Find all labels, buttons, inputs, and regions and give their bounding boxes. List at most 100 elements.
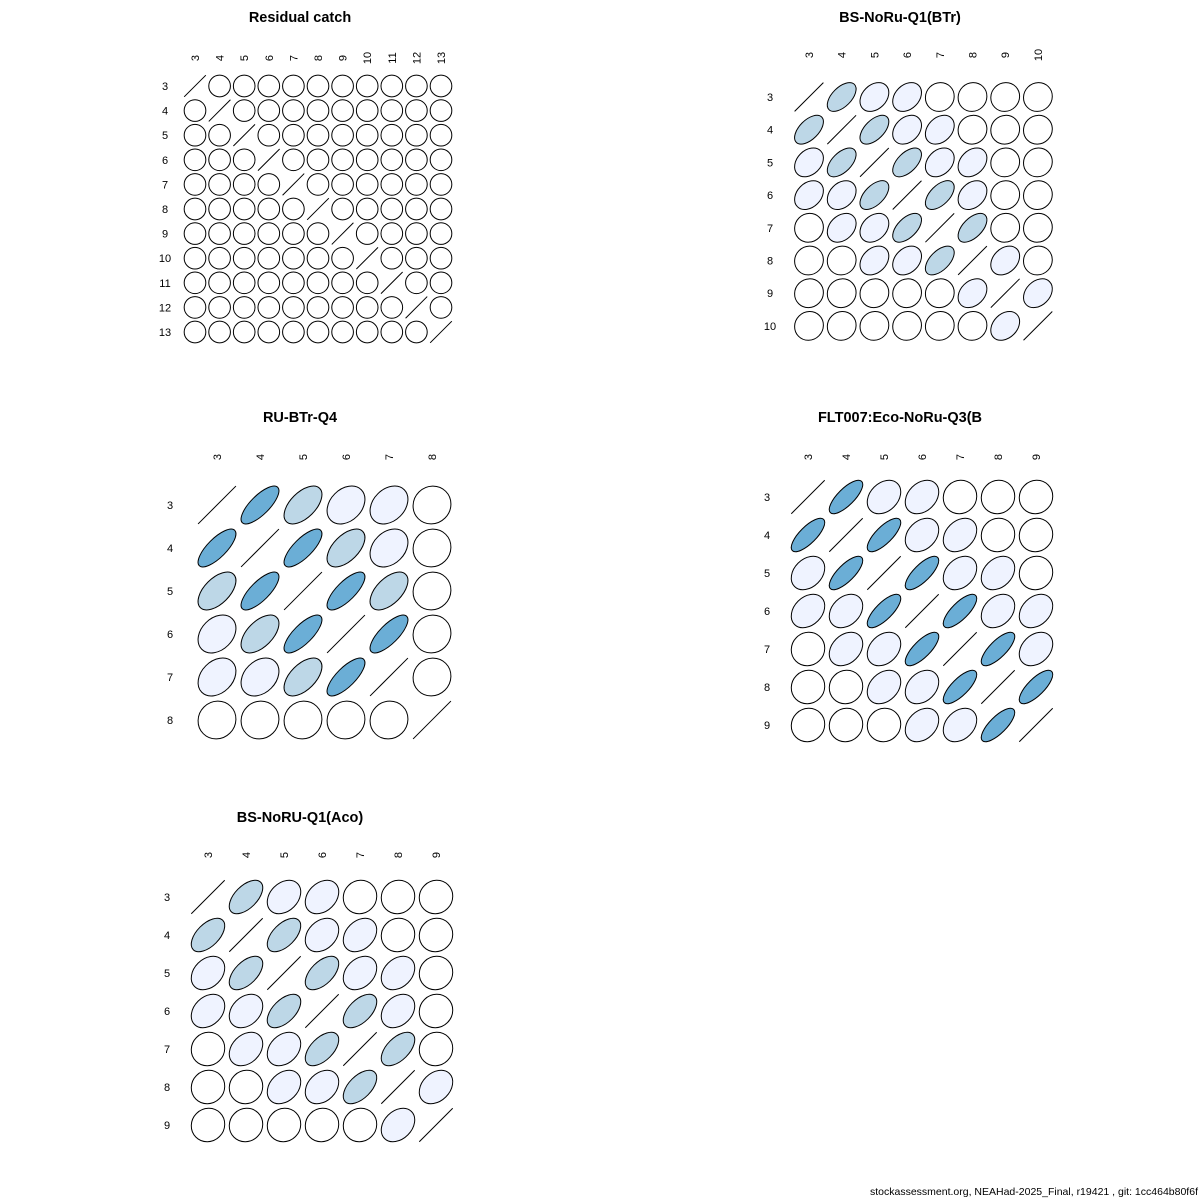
correlation-ellipse xyxy=(826,82,857,112)
correlation-ellipse xyxy=(828,555,864,591)
correlation-ellipse xyxy=(304,955,340,991)
correlation-ellipse xyxy=(183,173,207,196)
col-label: 7 xyxy=(384,454,396,460)
correlation-ellipse xyxy=(257,197,281,221)
correlation-ellipse xyxy=(866,479,902,515)
correlation-ellipse xyxy=(306,320,330,344)
diagonal-mark xyxy=(405,296,428,319)
correlation-ellipse xyxy=(380,222,404,245)
correlation-ellipse xyxy=(282,197,305,221)
correlation-ellipse xyxy=(828,479,864,515)
correlation-ellipse xyxy=(306,222,330,245)
correlation-ellipse xyxy=(282,148,305,172)
correlation-ellipse xyxy=(794,114,824,145)
correlation-ellipse xyxy=(197,528,237,568)
row-label: 6 xyxy=(764,606,770,618)
correlation-ellipse xyxy=(304,1031,340,1067)
footer-text: stockassessment.org, NEAHad-2025_Final, … xyxy=(869,1186,1198,1198)
diagonal-mark xyxy=(282,173,305,196)
correlation-ellipse xyxy=(342,955,378,991)
correlation-ellipse xyxy=(859,114,890,145)
correlation-ellipse xyxy=(228,955,264,991)
correlation-ellipse xyxy=(980,631,1016,667)
correlation-ellipse xyxy=(990,114,1021,145)
correlation-ellipse xyxy=(859,212,890,243)
correlation-ellipse xyxy=(1023,114,1053,145)
correlation-ellipse xyxy=(355,222,379,245)
correlation-ellipse xyxy=(331,173,354,196)
correlation-ellipse xyxy=(794,311,824,341)
correlation-ellipse xyxy=(924,278,955,309)
correlation-ellipse xyxy=(859,278,890,309)
correlation-ellipse xyxy=(924,311,955,341)
correlation-ellipse xyxy=(331,320,354,344)
correlation-ellipse xyxy=(1018,517,1054,553)
correlation-ellipse xyxy=(326,528,366,568)
correlation-ellipse xyxy=(342,993,378,1029)
diagonal-mark xyxy=(266,955,302,991)
correlation-ellipse xyxy=(326,571,366,611)
correlation-ellipse xyxy=(282,271,305,295)
correlation-ellipse xyxy=(283,614,323,654)
correlation-ellipse xyxy=(257,99,281,122)
correlation-ellipse xyxy=(942,479,978,515)
correlation-ellipse xyxy=(266,1069,302,1105)
correlation-ellipse xyxy=(342,917,378,953)
row-label: 6 xyxy=(162,155,168,167)
col-label: 9 xyxy=(338,55,350,61)
row-label: 10 xyxy=(159,253,171,265)
correlation-ellipse xyxy=(942,707,978,743)
correlation-ellipse xyxy=(228,1107,264,1143)
diagonal-mark xyxy=(208,99,231,122)
correlation-ellipse xyxy=(990,180,1021,210)
correlation-ellipse xyxy=(790,631,826,667)
row-label: 7 xyxy=(162,179,168,191)
correlation-ellipse xyxy=(990,212,1021,243)
correlation-ellipse xyxy=(355,320,379,344)
correlation-ellipse xyxy=(266,917,302,953)
correlation-ellipse xyxy=(257,123,281,147)
correlation-ellipse xyxy=(429,246,453,270)
correlation-ellipse xyxy=(418,1031,454,1067)
correlation-ellipse xyxy=(957,311,988,341)
correlation-ellipse xyxy=(257,296,281,319)
correlation-ellipse xyxy=(304,879,340,915)
correlation-ellipse xyxy=(306,271,330,295)
correlation-ellipse xyxy=(794,245,824,276)
diagonal-mark xyxy=(826,114,857,145)
correlation-ellipse xyxy=(183,222,207,245)
diagonal-mark xyxy=(925,213,955,243)
correlation-ellipse xyxy=(355,148,379,172)
correlation-ellipse xyxy=(183,320,207,344)
panel-title: BS-NoRu-Q1(BTr) xyxy=(839,10,961,26)
panel-title: RU-BTr-Q4 xyxy=(263,410,337,426)
correlation-ellipse xyxy=(826,245,857,276)
correlation-ellipse xyxy=(412,571,452,611)
col-label: 7 xyxy=(955,454,967,460)
correlation-ellipse xyxy=(957,114,988,145)
correlation-ellipse xyxy=(866,707,902,743)
correlation-ellipse xyxy=(412,657,452,697)
correlation-ellipse xyxy=(942,555,978,591)
row-label: 11 xyxy=(159,278,170,290)
col-label: 9 xyxy=(1000,52,1012,58)
correlation-ellipse xyxy=(257,222,281,245)
row-label: 8 xyxy=(767,256,773,268)
diagonal-mark xyxy=(283,571,323,611)
col-label: 7 xyxy=(288,55,300,61)
correlation-ellipse xyxy=(380,148,404,172)
correlation-ellipse xyxy=(208,123,231,147)
correlation-ellipse xyxy=(380,1031,416,1067)
diagonal-mark xyxy=(1018,707,1054,743)
correlation-ellipse xyxy=(412,614,452,654)
row-label: 5 xyxy=(167,586,173,598)
correlation-ellipse xyxy=(412,485,452,525)
diagonal-mark xyxy=(790,479,826,515)
correlation-ellipse xyxy=(282,74,305,98)
correlation-ellipse xyxy=(405,222,428,245)
correlation-ellipse xyxy=(331,271,354,295)
correlation-ellipse xyxy=(228,1069,264,1105)
correlation-ellipse xyxy=(183,99,207,122)
row-label: 6 xyxy=(164,1006,170,1018)
